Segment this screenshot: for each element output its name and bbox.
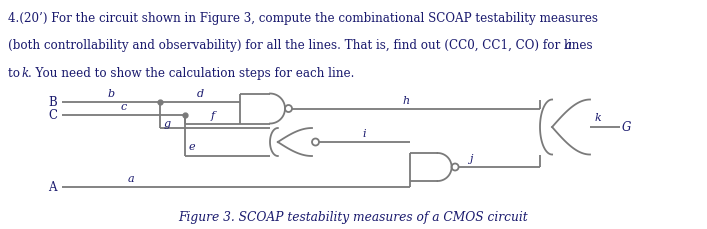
Text: d: d <box>197 89 204 99</box>
Text: j: j <box>469 154 472 164</box>
Text: a: a <box>128 174 134 184</box>
Text: Figure 3. SCOAP testability measures of a CMOS circuit: Figure 3. SCOAP testability measures of … <box>179 210 528 224</box>
Text: to: to <box>8 67 24 80</box>
Text: 4.(20’) For the circuit shown in Figure 3, compute the combinational SCOAP testa: 4.(20’) For the circuit shown in Figure … <box>8 12 598 25</box>
Text: f: f <box>211 111 214 120</box>
Text: e: e <box>189 142 196 152</box>
Text: . You need to show the calculation steps for each line.: . You need to show the calculation steps… <box>28 67 354 80</box>
Text: k: k <box>595 113 602 123</box>
Text: h: h <box>402 95 409 106</box>
Text: g: g <box>164 119 171 128</box>
Text: b: b <box>107 89 115 99</box>
Text: i: i <box>363 129 366 139</box>
Text: A: A <box>49 180 57 194</box>
Text: k: k <box>21 67 28 80</box>
Text: c: c <box>120 102 127 112</box>
Text: C: C <box>48 109 57 122</box>
Text: a: a <box>565 39 572 52</box>
Text: B: B <box>48 95 57 109</box>
Text: (both controllability and observability) for all the lines. That is, find out (C: (both controllability and observability)… <box>8 39 597 52</box>
Text: G: G <box>622 120 631 134</box>
